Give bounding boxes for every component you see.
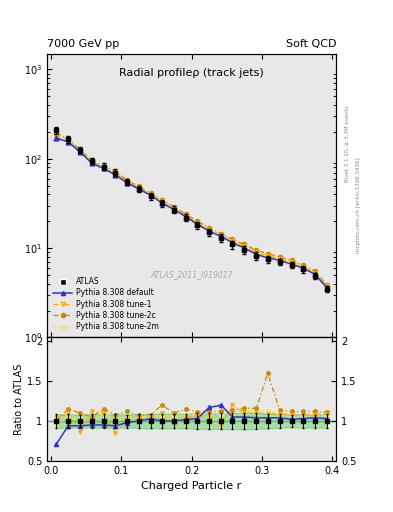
Text: 7000 GeV pp: 7000 GeV pp [47,38,119,49]
Legend: ATLAS, Pythia 8.308 default, Pythia 8.308 tune-1, Pythia 8.308 tune-2c, Pythia 8: ATLAS, Pythia 8.308 default, Pythia 8.30… [51,275,162,334]
Text: ATLAS_2011_I919017: ATLAS_2011_I919017 [151,270,233,280]
Y-axis label: Ratio to ATLAS: Ratio to ATLAS [14,364,24,435]
Text: mcplots.cern.ch [arXiv:1306.3436]: mcplots.cern.ch [arXiv:1306.3436] [356,157,361,252]
X-axis label: Charged Particle r: Charged Particle r [141,481,242,491]
Text: Soft QCD: Soft QCD [286,38,336,49]
Text: Radial profileρ (track jets): Radial profileρ (track jets) [119,68,264,78]
Text: Rivet 3.1.10, ≥ 3.3M events: Rivet 3.1.10, ≥ 3.3M events [345,105,350,182]
